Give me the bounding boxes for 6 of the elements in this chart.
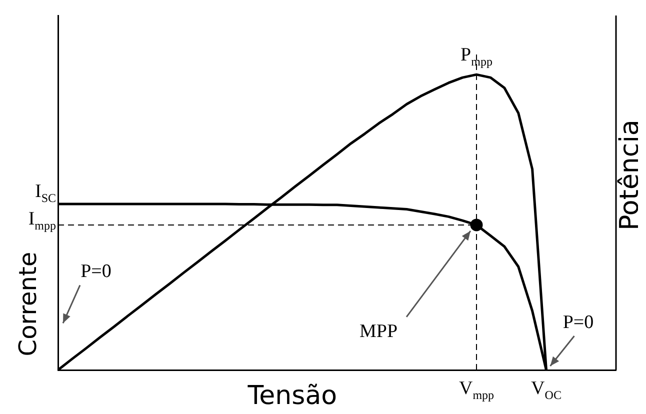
annotation: P=0 — [562, 312, 594, 333]
annotation: MPP — [359, 320, 398, 342]
y-axis-title: Corrente — [14, 252, 42, 356]
annotation: P=0 — [80, 261, 112, 282]
x-axis-title: Tensão — [246, 381, 338, 411]
y2-axis-title: Potência — [615, 120, 645, 230]
